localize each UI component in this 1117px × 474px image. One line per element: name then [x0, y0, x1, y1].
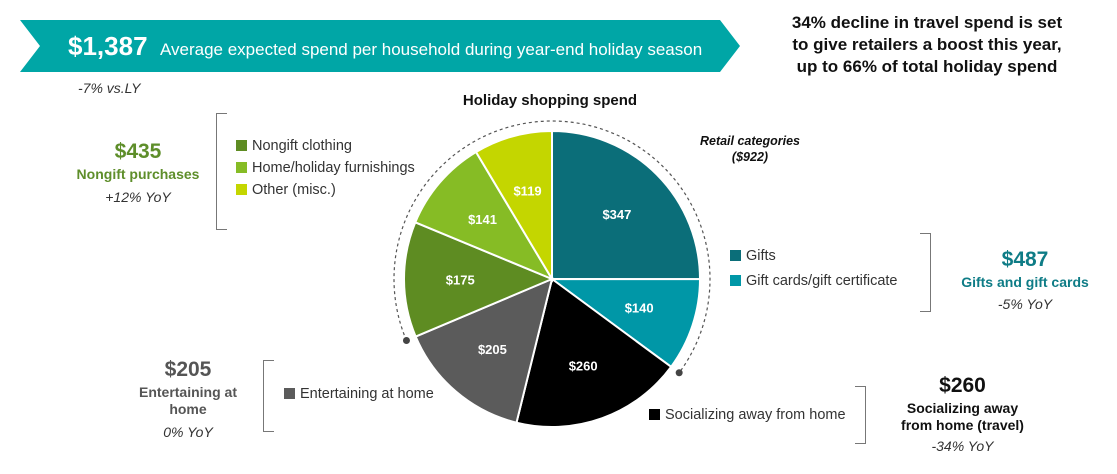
- slice-value-label: $205: [478, 342, 507, 357]
- legend-item-gifts: Gifts: [730, 248, 898, 264]
- headline-line-3: up to 66% of total holiday spend: [796, 57, 1058, 76]
- legend-label: Gifts: [746, 248, 776, 264]
- retail-categories-title: Retail categories: [699, 134, 801, 148]
- gifts-legend: Gifts Gift cards/gift certificate: [730, 248, 898, 289]
- gifts-bracket: [920, 233, 931, 312]
- legend-label: Entertaining at home: [300, 386, 434, 402]
- legend-swatch: [236, 184, 247, 195]
- nongift-change: +12% YoY: [105, 189, 171, 205]
- socializing-name-line-2: from home (travel): [901, 417, 1024, 433]
- legend-swatch: [730, 275, 741, 286]
- legend-item-socializing: Socializing away from home: [649, 407, 846, 423]
- headline-line-2: to give retailers a boost this year,: [792, 35, 1062, 54]
- legend-swatch: [284, 388, 295, 399]
- legend-label: Other (misc.): [252, 182, 336, 198]
- legend-label: Gift cards/gift certificate: [746, 273, 898, 289]
- legend-swatch: [730, 250, 741, 261]
- headline-line-1: 34% decline in travel spend is set: [791, 13, 1063, 32]
- retail-arc-end-dot: [402, 336, 410, 344]
- pie-slice-gifts: [551, 129, 702, 281]
- pie-slice-socializing-away-from-home: [515, 277, 673, 428]
- entertaining-name-line-2: home: [169, 401, 207, 417]
- gifts-summary: $487 Gifts and gift cards -5% YoY: [945, 248, 1105, 312]
- nongift-bracket: [216, 113, 227, 230]
- slice-value-label: $119: [513, 184, 541, 199]
- retail-categories-amount: ($922): [731, 150, 769, 164]
- retail-arc-end-dot: [675, 369, 683, 377]
- banner-description: Average expected spend per household dur…: [159, 40, 703, 59]
- slice-value-label: $140: [625, 301, 654, 316]
- gifts-name: Gifts and gift cards: [961, 274, 1089, 290]
- banner-text: $1,387 Average expected spend per househ…: [68, 26, 702, 66]
- slice-value-label: $175: [446, 272, 475, 287]
- entertaining-summary: $205 Entertaining at home 0% YoY: [108, 358, 268, 440]
- headline: 34% decline in travel spend is set to gi…: [752, 12, 1102, 78]
- legend-swatch: [649, 409, 660, 420]
- socializing-amount: $260: [939, 374, 986, 397]
- chart-title: Holiday shopping spend: [462, 92, 638, 109]
- entertaining-legend: Entertaining at home: [284, 386, 434, 402]
- banner-change: -7% vs.LY: [78, 80, 141, 96]
- slice-value-label: $260: [569, 358, 598, 373]
- socializing-summary: $260 Socializing away from home (travel)…: [880, 374, 1045, 454]
- entertaining-amount: $205: [164, 358, 212, 381]
- nongift-name: Nongift purchases: [76, 166, 200, 182]
- legend-swatch: [236, 140, 247, 151]
- pie-slice-entertaining-at-home: [414, 277, 554, 424]
- legend-item-other: Other (misc.): [236, 182, 415, 198]
- pie-slice-home-holiday-furnishings: [413, 150, 555, 282]
- socializing-legend: Socializing away from home: [649, 407, 846, 423]
- nongift-amount: $435: [114, 140, 162, 163]
- banner-amount: $1,387: [68, 31, 148, 61]
- legend-swatch: [236, 162, 247, 173]
- slice-value-label: $141: [468, 212, 497, 227]
- gifts-amount: $487: [1001, 248, 1049, 271]
- pie-slice-nongift-clothing: [403, 221, 555, 338]
- entertaining-change: 0% YoY: [163, 424, 213, 440]
- socializing-name-line-1: Socializing away: [906, 400, 1019, 416]
- pie-slice-other-misc: [474, 129, 553, 283]
- nongift-legend: Nongift clothing Home/holiday furnishing…: [236, 138, 415, 198]
- banner-arrow: [20, 20, 740, 72]
- socializing-change: -34% YoY: [931, 438, 994, 454]
- gifts-change: -5% YoY: [997, 296, 1053, 312]
- slice-value-label: $347: [602, 207, 631, 222]
- entertaining-bracket: [263, 360, 274, 432]
- retail-categories-label: Retail categories ($922): [680, 133, 820, 165]
- legend-item-nongift-clothing: Nongift clothing: [236, 138, 415, 154]
- legend-item-home-furnishings: Home/holiday furnishings: [236, 160, 415, 176]
- nongift-summary: $435 Nongift purchases +12% YoY: [58, 140, 218, 205]
- legend-label: Socializing away from home: [665, 407, 846, 423]
- legend-item-gift-cards: Gift cards/gift certificate: [730, 273, 898, 289]
- legend-label: Nongift clothing: [252, 138, 352, 154]
- socializing-bracket: [855, 386, 866, 444]
- legend-label: Home/holiday furnishings: [252, 160, 415, 176]
- entertaining-name-line-1: Entertaining at: [138, 384, 237, 400]
- legend-item-entertaining: Entertaining at home: [284, 386, 434, 402]
- retail-arc: [393, 120, 711, 374]
- pie-slice-gift-cards-gift-certificate: [548, 277, 702, 369]
